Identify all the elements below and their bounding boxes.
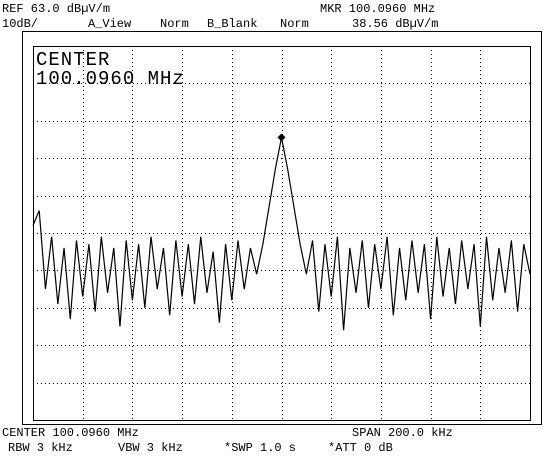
- vbw: VBW 3 kHz: [118, 441, 183, 455]
- center-frequency: CENTER 100.0960 MHz: [2, 426, 139, 440]
- marker: [277, 133, 286, 142]
- marker-frequency: MKR 100.0960 MHz: [320, 2, 435, 16]
- span: SPAN 200.0 kHz: [352, 426, 453, 440]
- marker-level: 38.56 dBµV/m: [352, 17, 438, 31]
- ref-level: REF 63.0 dBµV/m: [2, 2, 110, 16]
- screen-frame: [22, 31, 542, 425]
- chart-subtitle: 100.0960 MHz: [36, 68, 185, 90]
- b-blank: B_Blank: [207, 17, 257, 31]
- b-mode: Norm: [280, 17, 309, 31]
- a-mode: Norm: [160, 17, 189, 31]
- rbw: RBW 3 kHz: [8, 441, 73, 455]
- sweep: *SWP 1.0 s: [224, 441, 296, 455]
- attenuation: *ATT 0 dB: [328, 441, 393, 455]
- a-view: A_View: [88, 17, 132, 31]
- chart-title: CENTER: [36, 49, 110, 71]
- scale: 10dB/: [2, 17, 38, 31]
